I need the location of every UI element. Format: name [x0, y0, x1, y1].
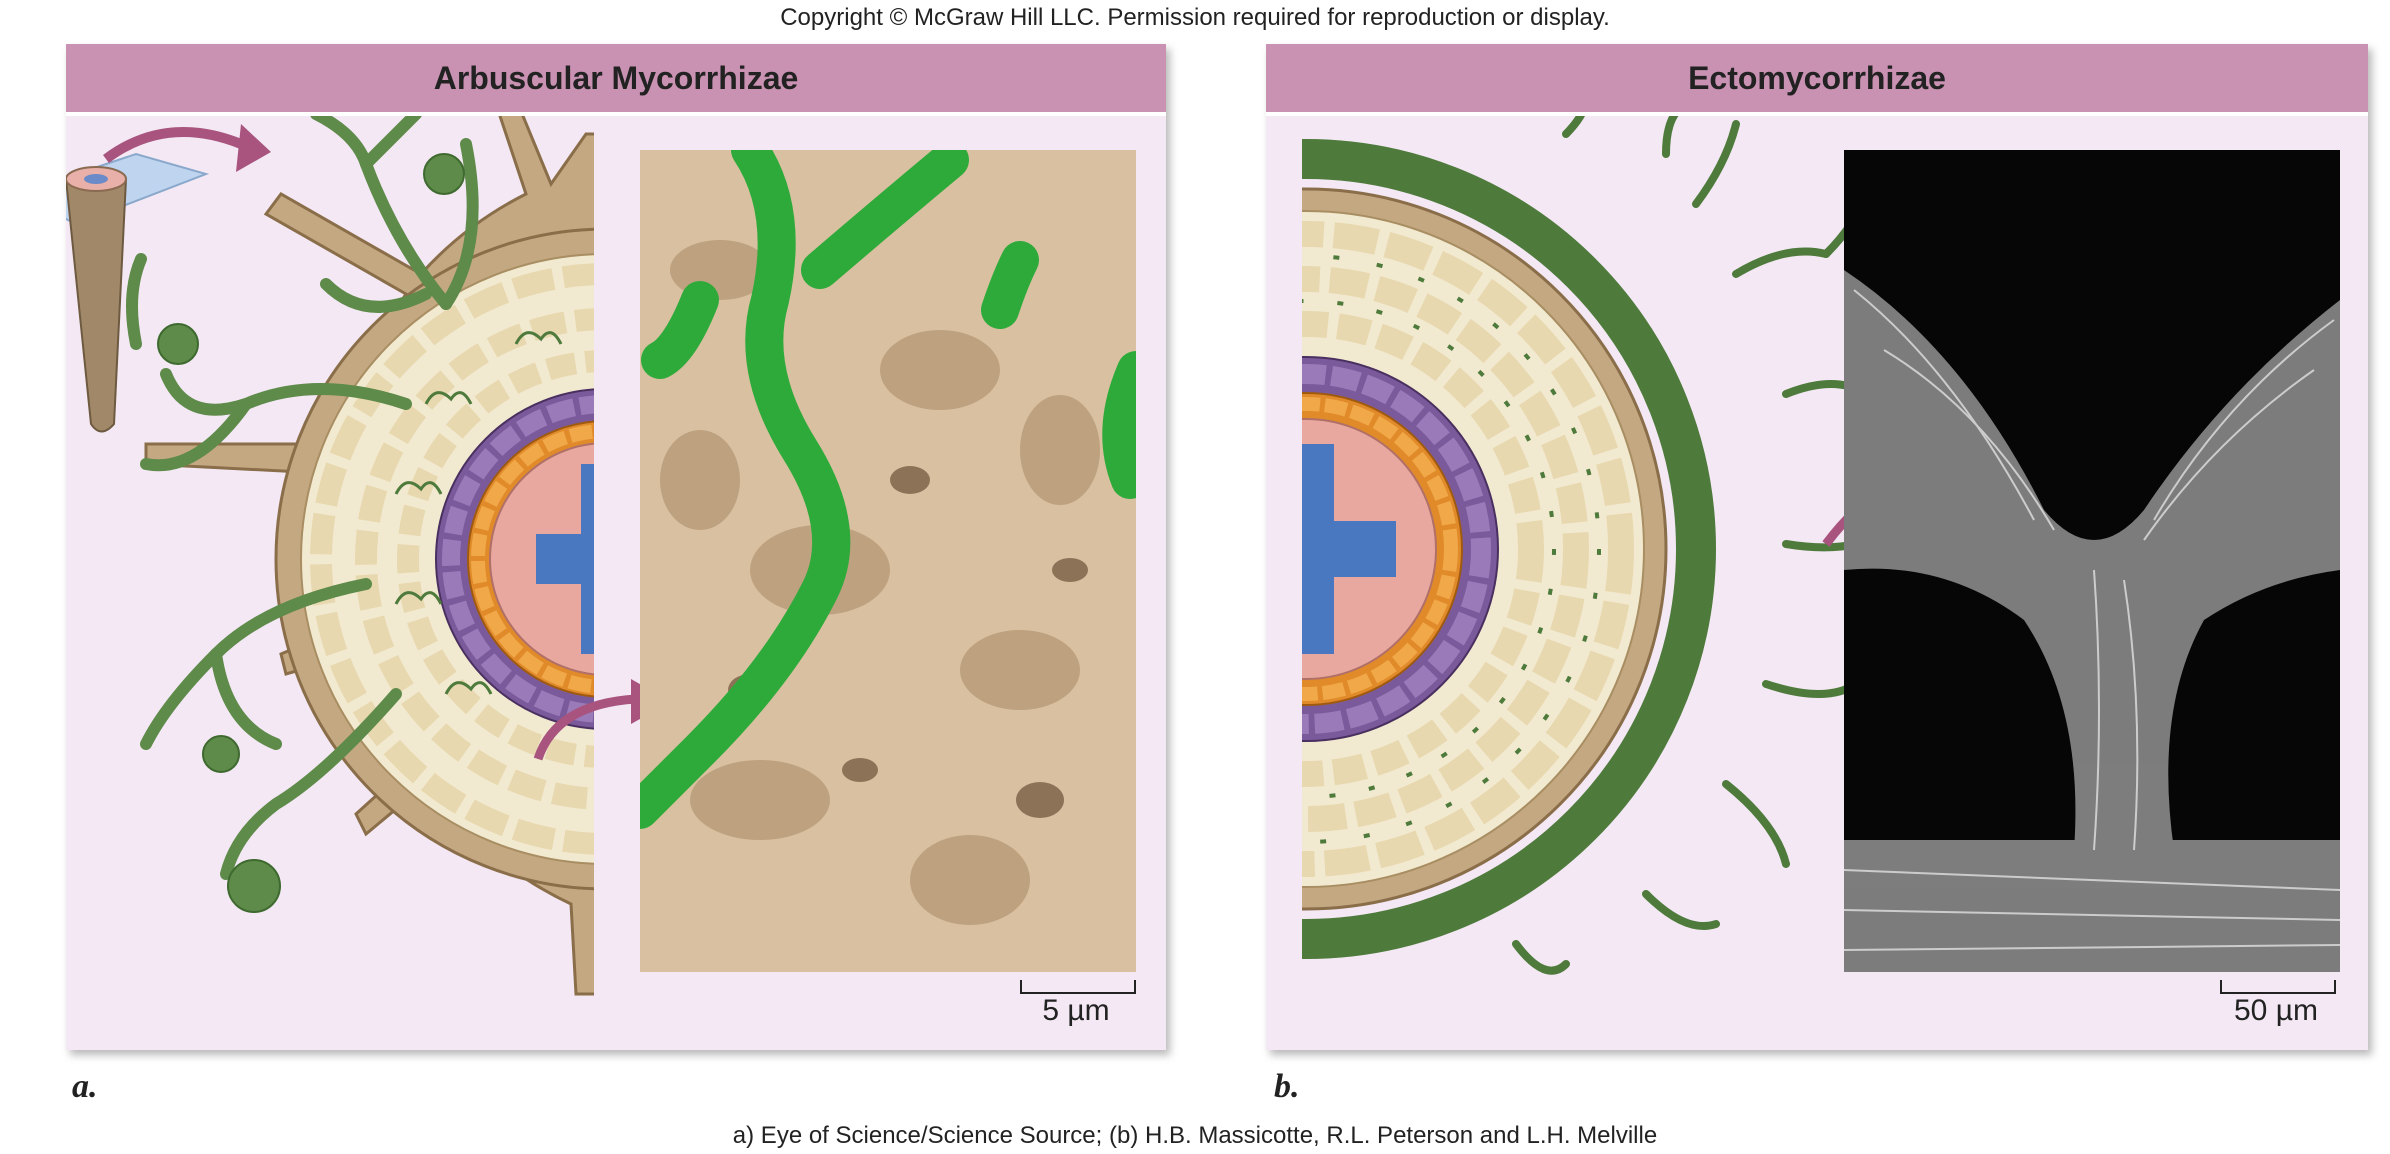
panel-a-title: Arbuscular Mycorrhizae [66, 44, 1166, 116]
micrograph-hyphae [640, 150, 1136, 829]
panel-b-title: Ectomycorrhizae [1266, 44, 2368, 116]
scale-bar-b-line [2220, 980, 2336, 994]
copyright-notice: Copyright © McGraw Hill LLC. Permission … [780, 4, 1610, 31]
arbuscular-root-illustration [66, 97, 671, 996]
ectomycorrhizae-micrograph [1844, 150, 2340, 972]
panel-b-letter: b. [1274, 1068, 1300, 1105]
section-arrow [533, 694, 637, 761]
scale-bar-b-label: 50 µm [2234, 994, 2318, 1027]
ectomycorrhizae-root-illustration [1302, 70, 2004, 975]
photo-credit: a) Eye of Science/Science Source; (b) H.… [732, 1122, 1658, 1149]
root-cross-section-b [1302, 139, 1716, 959]
root-tip-inset [66, 152, 210, 433]
panel-ectomycorrhizae: 50 µm Ectomycorrhizae [1266, 44, 2368, 1050]
panel-arbuscular-mycorrhizae: 5 µm Arbuscular Mycorrhizae [66, 44, 1166, 1050]
inset-arrow [103, 127, 243, 164]
scale-bar-a-label: 5 µm [1042, 994, 1110, 1027]
spores [157, 153, 465, 913]
fungal-hyphae [126, 108, 479, 880]
panel-a-letter: a. [72, 1068, 98, 1105]
arbuscular-micrograph [640, 150, 1136, 972]
scale-bar-a-line [1020, 980, 1136, 994]
